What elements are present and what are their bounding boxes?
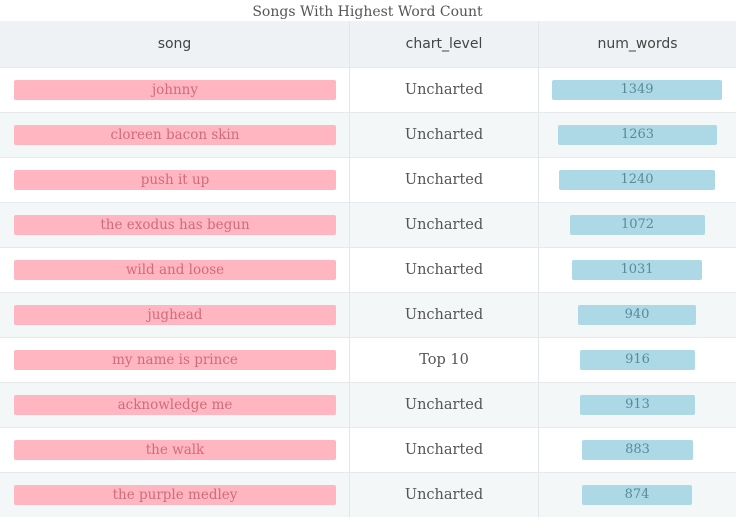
num-words-bar [580,350,695,370]
table-row[interactable]: the walk Uncharted 883 [0,427,736,472]
num-words-bar [552,80,722,100]
num-words-bar [582,440,693,460]
num-words-bar [559,170,715,190]
cell-chart-level: Uncharted [349,473,538,517]
song-bar [14,215,336,235]
chart-level-label: Uncharted [404,217,484,233]
cell-chart-level: Uncharted [349,383,538,427]
num-words-label: 1349 [620,82,654,97]
song-bar [14,395,336,415]
num-words-bar [582,485,692,505]
num-words-label: 1240 [620,172,654,187]
song-label: wild and loose [125,262,225,278]
num-words-label: 883 [625,442,650,457]
song-label: cloreen bacon skin [110,127,240,143]
data-table: song chart_level num_words johnny Unchart… [0,21,736,517]
cell-num-words: 883 [538,428,736,472]
chart-level-label: Uncharted [404,127,484,143]
cell-num-words: 874 [538,473,736,517]
cell-song: cloreen bacon skin [0,113,349,157]
column-header-num-words[interactable]: num_words [538,21,736,67]
cell-num-words: 916 [538,338,736,382]
num-words-label: 913 [625,397,650,412]
cell-song: the purple medley [0,473,349,517]
table-row[interactable]: cloreen bacon skin Uncharted 1263 [0,112,736,157]
cell-num-words: 1240 [538,158,736,202]
cell-num-words: 1031 [538,248,736,292]
song-label: acknowledge me [117,397,233,413]
song-bar [14,80,336,100]
chart-level-label: Uncharted [404,172,484,188]
song-bar [14,350,336,370]
song-label: push it up [140,172,210,188]
num-words-bar [572,260,702,280]
table-row[interactable]: my name is prince Top 10 916 [0,337,736,382]
cell-song: the exodus has begun [0,203,349,247]
cell-num-words: 940 [538,293,736,337]
num-words-bar [580,395,695,415]
song-bar [14,260,336,280]
table-row[interactable]: jughead Uncharted 940 [0,292,736,337]
cell-chart-level: Uncharted [349,158,538,202]
cell-chart-level: Uncharted [349,248,538,292]
song-bar [14,485,336,505]
column-header-chart-level[interactable]: chart_level [349,21,538,67]
song-label: the walk [145,442,205,458]
song-bar [14,170,336,190]
table-row[interactable]: wild and loose Uncharted 1031 [0,247,736,292]
cell-chart-level: Uncharted [349,68,538,112]
table-row[interactable]: the purple medley Uncharted 874 [0,472,736,517]
cell-chart-level: Uncharted [349,113,538,157]
cell-song: the walk [0,428,349,472]
num-words-label: 940 [624,307,650,322]
cell-song: push it up [0,158,349,202]
song-label: my name is prince [112,352,238,368]
song-label: jughead [147,307,203,323]
chart-level-label: Top 10 [419,352,469,368]
chart-level-label: Uncharted [404,487,484,503]
song-bar [14,125,336,145]
song-label: johnny [151,82,199,98]
song-label: the exodus has begun [100,217,250,233]
chart-level-label: Uncharted [404,397,484,413]
cell-song: johnny [0,68,349,112]
cell-num-words: 913 [538,383,736,427]
num-words-label: 916 [625,352,650,367]
chart-level-label: Uncharted [404,82,484,98]
song-bar [14,440,336,460]
song-bar [14,305,336,325]
table-row[interactable]: the exodus has begun Uncharted 1072 [0,202,736,247]
cell-num-words: 1263 [538,113,736,157]
num-words-label: 1072 [620,217,655,232]
cell-chart-level: Uncharted [349,428,538,472]
chart-level-label: Uncharted [404,442,484,458]
table-header: song chart_level num_words [0,21,736,67]
num-words-bar [578,305,696,325]
cell-chart-level: Top 10 [349,338,538,382]
cell-chart-level: Uncharted [349,203,538,247]
num-words-label: 1031 [620,262,654,277]
cell-song: acknowledge me [0,383,349,427]
cell-song: my name is prince [0,338,349,382]
cell-song: wild and loose [0,248,349,292]
table-row[interactable]: johnny Uncharted 1349 [0,67,736,112]
column-header-song[interactable]: song [157,36,192,52]
num-words-label: 1263 [620,127,655,142]
chart-level-label: Uncharted [404,307,484,323]
cell-num-words: 1349 [538,68,736,112]
num-words-bar [570,215,705,235]
table-row[interactable]: acknowledge me Uncharted 913 [0,382,736,427]
cell-num-words: 1072 [538,203,736,247]
song-label: the purple medley [112,487,238,503]
chart-level-label: Uncharted [404,262,484,278]
cell-chart-level: Uncharted [349,293,538,337]
table-row[interactable]: push it up Uncharted 1240 [0,157,736,202]
cell-song: jughead [0,293,349,337]
num-words-bar [558,125,717,145]
chart-title: Songs With Highest Word Count [252,4,483,20]
num-words-label: 874 [624,487,650,502]
table-body: johnny Uncharted 1349 cloreen bacon skin Unc… [0,67,736,517]
